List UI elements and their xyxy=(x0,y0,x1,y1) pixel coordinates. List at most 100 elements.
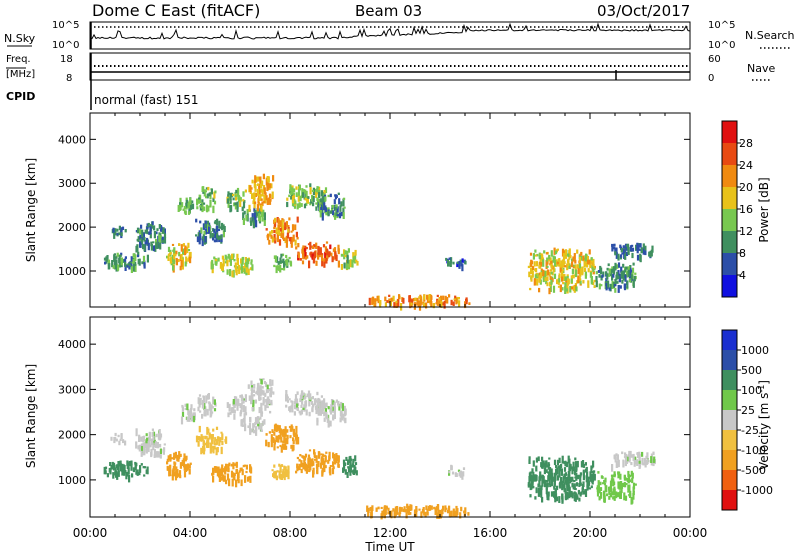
data-cell xyxy=(265,389,268,394)
data-cell xyxy=(136,254,140,258)
data-cell xyxy=(203,230,206,235)
data-cell xyxy=(180,244,183,252)
data-cell xyxy=(301,400,304,405)
data-cell xyxy=(540,462,543,468)
data-cell xyxy=(184,464,188,472)
data-cell xyxy=(550,279,553,285)
data-cell xyxy=(204,435,207,440)
data-cell xyxy=(199,205,202,208)
data-cell xyxy=(169,252,172,255)
data-cell xyxy=(188,410,191,417)
data-cell xyxy=(237,195,240,200)
nsearch-top-tick: 10^5 xyxy=(708,20,735,31)
data-cell xyxy=(603,495,606,503)
data-cell xyxy=(240,258,243,264)
data-cell xyxy=(219,262,222,269)
data-cell xyxy=(369,506,372,511)
data-cell xyxy=(206,426,209,435)
data-cell xyxy=(245,470,248,474)
data-cell xyxy=(351,259,354,268)
data-cell xyxy=(274,470,277,479)
data-cell xyxy=(257,183,260,186)
data-cell xyxy=(118,257,121,264)
data-cell xyxy=(268,403,271,406)
data-cell xyxy=(568,463,571,470)
data-cell xyxy=(535,261,539,265)
data-cell xyxy=(566,485,569,489)
data-cell xyxy=(235,266,238,273)
data-cell xyxy=(260,409,263,416)
data-cell xyxy=(287,471,290,480)
data-cell xyxy=(191,203,195,210)
data-cell xyxy=(241,424,244,427)
data-cell xyxy=(545,469,548,473)
data-cell xyxy=(393,510,396,516)
data-cell xyxy=(113,259,117,266)
data-cell xyxy=(325,451,328,454)
data-cell xyxy=(269,379,272,386)
data-cell xyxy=(198,236,201,245)
data-cell xyxy=(430,505,433,510)
data-cell xyxy=(628,450,631,455)
data-cell xyxy=(228,255,231,260)
data-cell xyxy=(633,275,636,282)
data-cell xyxy=(296,466,299,472)
data-cell xyxy=(250,262,253,265)
data-cell xyxy=(223,226,226,232)
data-cell xyxy=(174,451,177,459)
data-cell xyxy=(215,466,218,472)
data-cell xyxy=(145,439,148,444)
data-cell xyxy=(558,273,561,279)
velocity-colorbar-tick-label: 1000 xyxy=(741,344,769,357)
data-cell xyxy=(576,497,579,500)
data-cell xyxy=(564,286,567,294)
data-cell xyxy=(311,408,314,412)
data-cell xyxy=(166,461,169,465)
data-cell xyxy=(291,191,294,200)
data-cell xyxy=(213,408,217,412)
data-cell xyxy=(393,302,396,308)
data-cell xyxy=(528,271,531,278)
data-cell xyxy=(270,399,273,403)
data-cell xyxy=(172,465,175,469)
data-cell xyxy=(232,474,235,479)
data-cell xyxy=(626,456,629,462)
data-cell xyxy=(297,188,301,196)
data-cell xyxy=(301,249,304,254)
data-cell xyxy=(258,183,261,190)
data-cell xyxy=(549,281,552,287)
data-cell xyxy=(308,449,312,452)
data-cell xyxy=(354,462,358,466)
freq-unit-label: [MHz] xyxy=(6,69,35,80)
data-cell xyxy=(211,441,214,445)
data-cell xyxy=(321,254,324,262)
data-cell xyxy=(108,467,111,473)
data-cell xyxy=(258,194,261,201)
data-cell xyxy=(142,243,145,250)
data-cell xyxy=(532,253,535,260)
data-cell xyxy=(225,436,228,444)
data-cell xyxy=(286,399,290,403)
data-cell xyxy=(175,470,178,475)
data-cell xyxy=(374,302,377,307)
data-cell xyxy=(572,256,575,262)
data-cell xyxy=(291,237,294,243)
data-cell xyxy=(559,264,562,268)
data-cell xyxy=(251,193,254,199)
data-cell xyxy=(617,471,620,479)
data-cell xyxy=(260,205,263,212)
data-cell xyxy=(200,447,203,455)
data-cell xyxy=(449,261,452,267)
data-cell xyxy=(534,249,537,253)
data-cell xyxy=(387,507,390,512)
data-cell xyxy=(267,390,270,393)
data-cell xyxy=(245,464,248,470)
velocity-colorbar-swatch xyxy=(722,390,737,410)
data-cell xyxy=(641,457,644,465)
data-cell xyxy=(334,206,337,211)
data-cell xyxy=(223,475,226,481)
data-cell xyxy=(320,395,323,398)
data-cell xyxy=(230,463,233,467)
data-cell xyxy=(405,512,408,519)
data-cell xyxy=(213,239,216,243)
